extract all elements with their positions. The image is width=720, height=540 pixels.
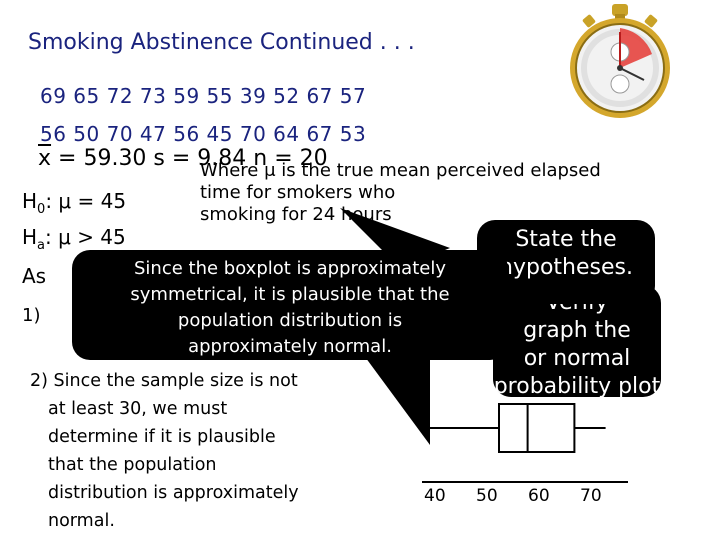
xbar-symbol: x — [38, 146, 52, 171]
callout-line-3: population distribution is — [177, 310, 403, 331]
ha-letter: H — [22, 225, 38, 249]
verify-line-2: graph the — [523, 318, 631, 343]
summary-stats-values: = 59.30 s = 9.84 n = 20 — [51, 146, 328, 171]
h0-letter: H — [22, 189, 38, 213]
assumption-2-line-4: that the population — [48, 455, 217, 475]
parameter-definition: Where μ is the true mean perceived elaps… — [200, 160, 601, 226]
alternative-hypothesis: Ha: μ > 45 — [22, 225, 126, 253]
assumption-2-line-3: determine if it is plausible — [48, 427, 276, 447]
verify-line-3: or normal — [523, 346, 631, 371]
h0-text: : μ = 45 — [45, 189, 127, 213]
boxplot — [410, 390, 650, 490]
assumption-2-line-1: 2) Since the sample size is not — [30, 371, 298, 391]
where-line-3: smoking for 24 hours — [200, 204, 392, 225]
assumptions-label: As — [22, 264, 47, 288]
verify-line-4: probability plot — [493, 374, 661, 399]
state-line-2: hypotheses. — [499, 255, 633, 280]
boxplot-box — [498, 403, 576, 453]
boxplot-tick-40: 40 — [424, 486, 446, 506]
slide-title: Smoking Abstinence Continued . . . — [28, 30, 415, 55]
ha-subscript: a — [37, 238, 46, 253]
data-row-1: 69 65 72 73 59 55 39 52 67 57 — [40, 84, 367, 108]
where-line-2: time for smokers who — [200, 182, 396, 203]
where-line-1: Where μ is the true mean perceived elaps… — [200, 160, 601, 181]
assumption-2-line-6: normal. — [48, 511, 115, 531]
callout-line-4: approximately normal. — [188, 336, 392, 357]
boxplot-tick-70: 70 — [580, 486, 602, 506]
summary-stats: x = 59.30 s = 9.84 n = 20 — [38, 146, 328, 171]
boxplot-tick-50: 50 — [476, 486, 498, 506]
callout-pointer-lower — [360, 350, 430, 445]
assumption-2: 2) Since the sample size is not at least… — [30, 367, 375, 535]
h0-subscript: 0 — [37, 202, 46, 217]
state-line-1: State the — [515, 227, 617, 252]
boxplot-symmetry-callout: Since the boxplot is approximately symme… — [72, 250, 508, 360]
data-row-2: 56 50 70 47 56 45 70 64 67 53 — [40, 122, 367, 146]
callout-line-2: symmetrical, it is plausible that the — [130, 284, 450, 305]
stopwatch-icon — [560, 2, 680, 122]
ha-text: : μ > 45 — [45, 225, 126, 249]
null-hypothesis: H0: μ = 45 — [22, 189, 126, 217]
assumption-2-line-5: distribution is approximately — [48, 483, 299, 503]
assumption-2-line-2: at least 30, we must — [48, 399, 228, 419]
boxplot-tick-60: 60 — [528, 486, 550, 506]
assumption-1: 1) — [22, 305, 41, 326]
callout-line-1: Since the boxplot is approximately — [134, 258, 446, 279]
